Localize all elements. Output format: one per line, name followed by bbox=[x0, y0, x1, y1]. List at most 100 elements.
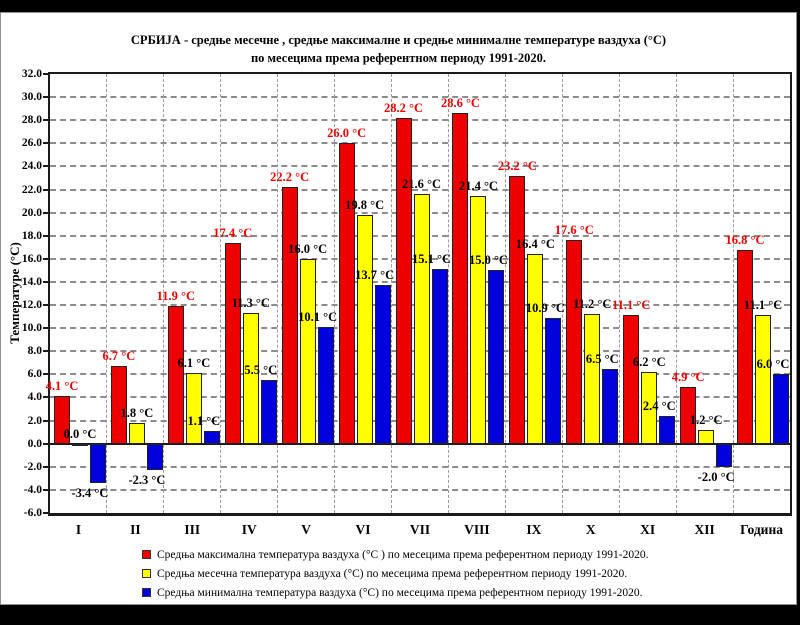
y-tick-label: 8.0 bbox=[27, 345, 42, 358]
bar-max bbox=[623, 315, 640, 444]
bar-value-label: 11.1 °С bbox=[612, 298, 651, 313]
bar-value-label: -3.4 °С bbox=[71, 485, 109, 500]
y-tick-mark bbox=[43, 327, 48, 330]
y-tick-mark bbox=[43, 211, 48, 214]
x-category-label: IX bbox=[526, 522, 542, 537]
bar-mean bbox=[72, 443, 88, 446]
bar-max bbox=[167, 306, 184, 444]
legend-color-swatch bbox=[142, 569, 151, 578]
bar-value-label: 17.6 °С bbox=[554, 223, 594, 238]
bar-value-label: 10.1 °С bbox=[298, 310, 338, 324]
x-gridline bbox=[447, 74, 449, 513]
bar-max bbox=[110, 366, 127, 444]
y-tick-label: 2.0 bbox=[27, 414, 42, 427]
y-tick-mark bbox=[43, 304, 48, 307]
bar-max bbox=[680, 387, 697, 444]
y-gridline bbox=[50, 465, 790, 468]
bar-mean bbox=[584, 314, 601, 444]
x-category-label: VII bbox=[409, 522, 431, 537]
bar-max bbox=[566, 240, 583, 444]
y-tick-label: 10.0 bbox=[21, 322, 42, 335]
bar-value-label: 1.2 °С bbox=[689, 412, 723, 427]
bar-mean bbox=[698, 429, 715, 444]
bar-max bbox=[54, 396, 70, 444]
y-tick-mark bbox=[43, 488, 48, 491]
bar-value-label: 16.8 °С bbox=[725, 232, 765, 247]
x-gridline bbox=[561, 74, 563, 513]
y-tick-mark bbox=[43, 396, 48, 399]
bar-value-label: 11.3 °С bbox=[231, 296, 270, 311]
x-category-label: X bbox=[585, 522, 596, 537]
y-tick-mark bbox=[43, 234, 48, 237]
legend-label: Средња минимална температура ваздуха (°С… bbox=[157, 586, 643, 599]
bar-max bbox=[509, 175, 526, 444]
bar-mean bbox=[299, 258, 316, 444]
bar-min bbox=[146, 443, 163, 471]
y-tick-label: 4.0 bbox=[27, 391, 42, 404]
bar-value-label: 1.1 °С bbox=[187, 413, 221, 428]
bar-value-label: 23.2 °С bbox=[497, 158, 537, 173]
bar-max bbox=[338, 143, 355, 444]
bar-value-label: 21.6 °С bbox=[402, 177, 442, 192]
y-gridline bbox=[50, 488, 790, 491]
x-gridline bbox=[504, 74, 506, 513]
y-tick-label: 6.0 bbox=[27, 368, 42, 381]
y-tick-mark bbox=[43, 280, 48, 283]
bar-mean bbox=[413, 194, 430, 444]
legend-color-swatch bbox=[142, 550, 151, 559]
y-tick-mark bbox=[43, 165, 48, 168]
x-category-label: XI bbox=[640, 522, 656, 537]
x-category-label: VI bbox=[355, 522, 371, 537]
y-tick-label: 20.0 bbox=[21, 206, 42, 219]
y-tick-mark bbox=[43, 512, 48, 514]
x-gridline bbox=[334, 74, 336, 513]
bar-max bbox=[737, 249, 754, 444]
bar-min bbox=[203, 430, 220, 444]
y-tick-label: 14.0 bbox=[21, 275, 42, 288]
x-gridline bbox=[618, 74, 620, 513]
bar-value-label: 13.7 °С bbox=[355, 268, 395, 283]
x-category-label: V bbox=[301, 522, 312, 537]
x-gridline bbox=[732, 74, 734, 513]
y-gridline bbox=[50, 96, 790, 99]
x-category-label: I bbox=[75, 522, 82, 537]
bar-min bbox=[545, 317, 562, 444]
bar-mean bbox=[470, 196, 487, 444]
bar-value-label: 21.4 °С bbox=[458, 179, 498, 194]
bar-mean bbox=[527, 254, 544, 444]
bar-mean bbox=[356, 214, 373, 444]
bar-value-label: 6.5 °С bbox=[585, 351, 619, 366]
chart-title-line1: СРБИЈА - средње месечне , средње максима… bbox=[130, 33, 667, 47]
bar-value-label: 17.4 °С bbox=[213, 225, 253, 240]
bar-value-label: 22.2 °С bbox=[270, 170, 310, 185]
bar-value-label: 28.2 °С bbox=[384, 100, 424, 115]
x-category-label: XII bbox=[694, 522, 715, 537]
x-gridline bbox=[220, 74, 222, 513]
figure-panel: СРБИЈА - средње месечне , средње максима… bbox=[0, 12, 797, 605]
y-tick-label: -2.0 bbox=[23, 460, 42, 473]
y-tick-label: 22.0 bbox=[21, 183, 42, 196]
bar-value-label: 15.0 °С bbox=[468, 253, 508, 268]
bar-min bbox=[90, 443, 106, 483]
legend-item: Средња минимална температура ваздуха (°С… bbox=[142, 583, 648, 602]
bar-min bbox=[317, 327, 334, 444]
y-tick-mark bbox=[43, 73, 48, 75]
y-tick-mark bbox=[43, 96, 48, 99]
y-tick-label: 18.0 bbox=[21, 229, 42, 242]
y-gridline bbox=[50, 165, 790, 168]
y-tick-label: 30.0 bbox=[21, 91, 42, 104]
y-tick-mark bbox=[43, 188, 48, 191]
bar-min bbox=[431, 269, 448, 444]
y-gridline bbox=[50, 142, 790, 145]
bar-max bbox=[224, 242, 241, 444]
y-tick-label: 24.0 bbox=[21, 160, 42, 173]
x-category-label: III bbox=[184, 522, 201, 537]
bar-max bbox=[452, 113, 469, 444]
legend-label: Средња месечна температура ваздуха (°С) … bbox=[157, 567, 628, 580]
bar-value-label: -2.3 °С bbox=[128, 473, 166, 488]
bar-min bbox=[716, 443, 733, 467]
bar-value-label: 11.9 °С bbox=[156, 289, 196, 304]
bar-mean bbox=[755, 315, 772, 444]
y-tick-label: 12.0 bbox=[21, 299, 42, 312]
